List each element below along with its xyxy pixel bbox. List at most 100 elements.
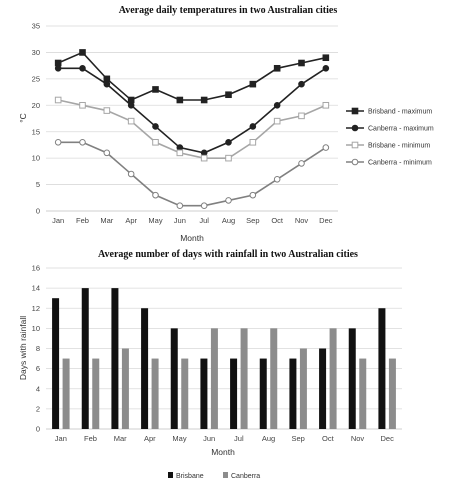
rainfall-x-tick-label: Apr bbox=[144, 434, 156, 443]
rainfall-bar bbox=[62, 358, 70, 429]
temperature-point bbox=[322, 54, 330, 62]
temperature-x-tick-label: Aug bbox=[222, 216, 235, 225]
temperature-point bbox=[54, 59, 62, 67]
temperature-x-ticks: Jan Feb Mar Apr May Jun Jul Aug Sep Oct Nov Dec bbox=[52, 216, 333, 225]
rainfall-legend: Brisbane Canberra bbox=[168, 472, 260, 480]
temperature-point bbox=[176, 202, 184, 210]
rainfall-x-tick-label: Dec bbox=[380, 434, 394, 443]
rainfall-y-tick-label: 8 bbox=[36, 344, 40, 353]
temperature-x-tick-label: Oct bbox=[271, 216, 284, 225]
rainfall-legend-label: Brisbane bbox=[176, 473, 204, 480]
temperature-point bbox=[152, 123, 159, 130]
temperature-y-axis-label: °C bbox=[18, 113, 28, 123]
rainfall-bar bbox=[111, 288, 119, 429]
temperature-x-axis-label: Month bbox=[180, 233, 204, 243]
temperature-point bbox=[298, 80, 305, 88]
temperature-point bbox=[152, 138, 159, 146]
temperature-x-tick-label: Dec bbox=[319, 216, 333, 225]
temperature-chart: Average daily temperatures in two Austra… bbox=[18, 5, 434, 243]
rainfall-y-tick-label: 10 bbox=[32, 324, 40, 333]
rainfall-bar bbox=[289, 358, 297, 429]
rainfall-x-axis-label: Month bbox=[211, 447, 235, 457]
temperature-x-tick-label: Mar bbox=[100, 216, 113, 225]
temperature-y-tick-label: 10 bbox=[32, 154, 40, 163]
temperature-point bbox=[298, 59, 305, 67]
rainfall-y-tick-label: 6 bbox=[36, 364, 40, 373]
rainfall-bar bbox=[170, 328, 178, 429]
temperature-point bbox=[176, 96, 184, 104]
temperature-point bbox=[273, 175, 281, 183]
temperature-legend-marker bbox=[351, 158, 359, 166]
rainfall-bar bbox=[92, 358, 100, 429]
temperature-point bbox=[103, 107, 111, 114]
temperature-x-tick-label: May bbox=[148, 216, 162, 225]
rainfall-bar bbox=[230, 358, 238, 429]
temperature-point bbox=[127, 96, 135, 104]
rainfall-x-tick-label: May bbox=[172, 434, 186, 443]
rainfall-bar bbox=[299, 348, 307, 429]
rainfall-bar bbox=[329, 328, 337, 429]
temperature-point bbox=[127, 101, 135, 109]
temperature-point bbox=[322, 144, 330, 151]
rainfall-bar bbox=[270, 328, 278, 429]
rainfall-bar bbox=[52, 298, 60, 429]
rainfall-y-axis-label: Days with rainfall bbox=[18, 316, 28, 380]
temperature-point bbox=[79, 49, 86, 56]
rainfall-grid bbox=[46, 267, 402, 430]
temperature-point bbox=[273, 64, 281, 72]
temperature-y-ticks: 0 5 10 15 20 25 30 35 bbox=[32, 22, 40, 216]
temperature-point bbox=[103, 149, 111, 157]
temperature-point bbox=[298, 112, 305, 120]
temperature-series-0 bbox=[54, 49, 330, 104]
rainfall-bar bbox=[319, 348, 327, 429]
temperature-point bbox=[176, 149, 184, 157]
temperature-legend-marker bbox=[351, 124, 359, 132]
temperature-point bbox=[200, 149, 208, 157]
temperature-series-line bbox=[57, 51, 327, 101]
temperature-point bbox=[103, 80, 111, 88]
temperature-chart-title: Average daily temperatures in two Austra… bbox=[119, 5, 338, 16]
rainfall-bar bbox=[81, 288, 89, 429]
temperature-point bbox=[249, 123, 257, 130]
rainfall-x-tick-label: Nov bbox=[351, 434, 365, 443]
rainfall-y-ticks: 0 2 4 6 8 10 12 14 16 bbox=[32, 264, 40, 434]
temperature-point bbox=[225, 197, 232, 204]
rainfall-bar bbox=[141, 308, 149, 429]
rainfall-legend-label: Canberra bbox=[231, 473, 260, 480]
temperature-legend-item: Brisbane - minimum bbox=[346, 141, 430, 150]
temperature-point bbox=[225, 154, 232, 162]
temperature-point bbox=[54, 96, 62, 104]
temperature-point bbox=[176, 144, 184, 151]
temperature-legend-item: Brisband - maximum bbox=[346, 107, 432, 116]
rainfall-y-tick-label: 4 bbox=[36, 384, 40, 393]
temperature-legend-item: Canberra - minimum bbox=[346, 158, 432, 167]
temperature-point bbox=[79, 101, 86, 109]
temperature-legend-label: Canberra - minimum bbox=[368, 160, 432, 167]
temperature-point bbox=[273, 101, 281, 109]
rainfall-bar bbox=[240, 328, 248, 429]
rainfall-x-tick-label: Jun bbox=[203, 434, 215, 443]
temperature-y-tick-label: 35 bbox=[32, 22, 40, 31]
temperature-x-tick-label: Jun bbox=[174, 216, 186, 225]
rainfall-y-tick-label: 0 bbox=[36, 425, 40, 434]
temperature-y-tick-label: 15 bbox=[32, 127, 40, 136]
temperature-point bbox=[322, 101, 330, 109]
temperature-point bbox=[225, 138, 232, 146]
rainfall-y-tick-label: 12 bbox=[32, 304, 40, 313]
rainfall-chart-title: Average number of days with rainfall in … bbox=[98, 249, 358, 260]
temperature-grid bbox=[46, 25, 338, 212]
rainfall-y-tick-label: 14 bbox=[32, 284, 40, 293]
rainfall-x-tick-label: Mar bbox=[114, 434, 127, 443]
rainfall-legend-swatch bbox=[168, 472, 173, 478]
rainfall-bar bbox=[200, 358, 208, 429]
temperature-legend-label: Brisband - maximum bbox=[368, 109, 432, 116]
rainfall-legend-swatch bbox=[223, 472, 228, 478]
rainfall-chart: Average number of days with rainfall in … bbox=[18, 249, 402, 480]
rainfall-x-tick-label: Oct bbox=[322, 434, 335, 443]
rainfall-bar bbox=[151, 358, 159, 429]
rainfall-x-tick-label: Sep bbox=[291, 434, 304, 443]
temperature-point bbox=[54, 64, 62, 72]
rainfall-bar bbox=[259, 358, 267, 429]
temperature-series-3 bbox=[54, 138, 330, 210]
